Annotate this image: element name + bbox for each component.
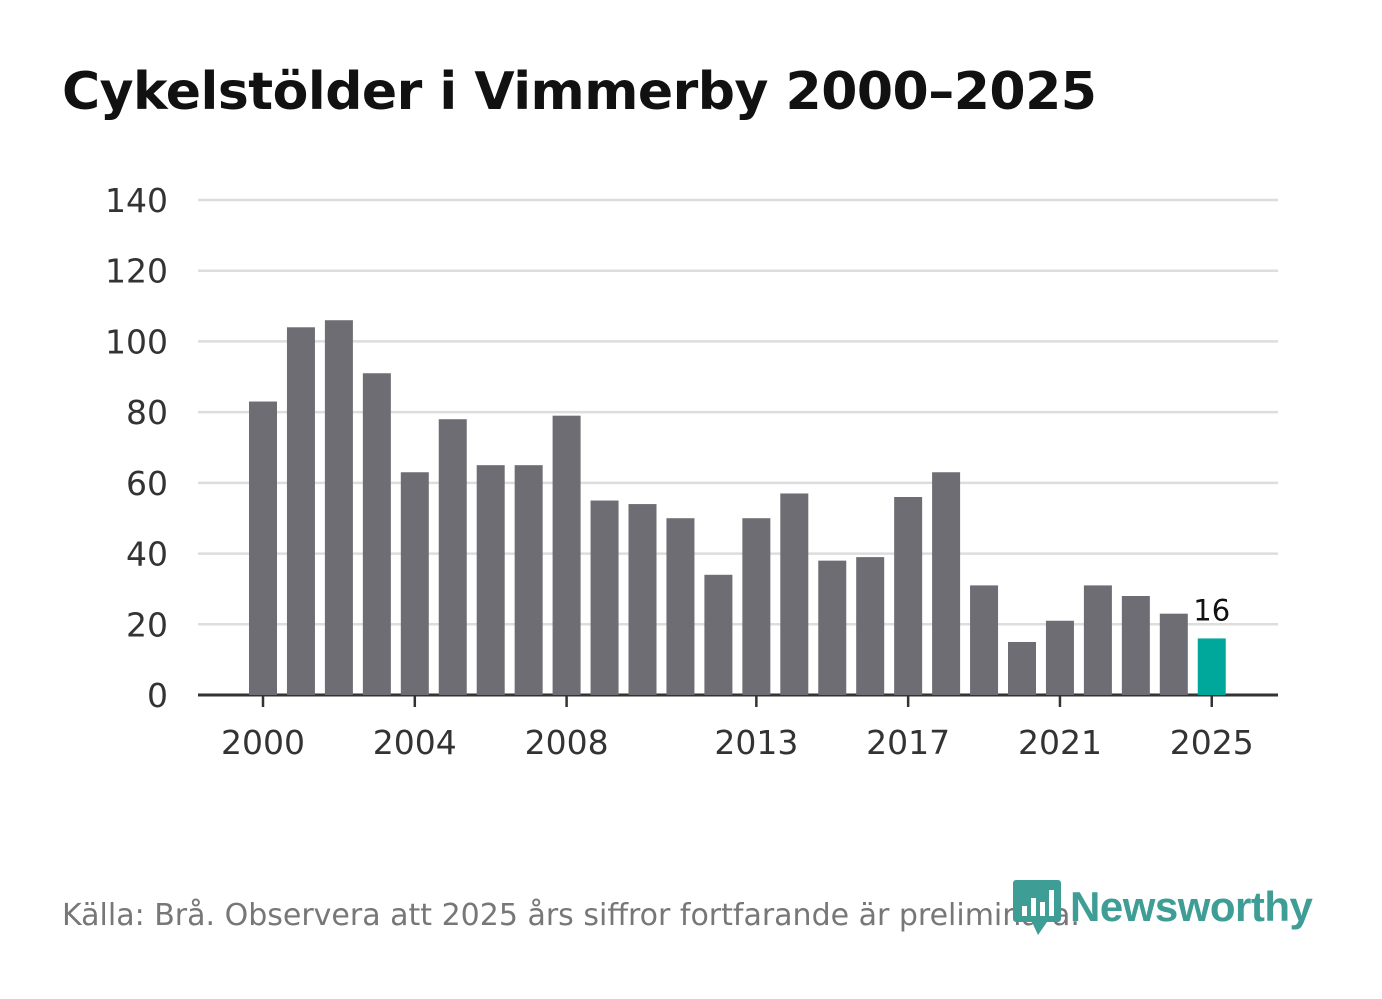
bar-2004 [400,472,429,695]
data-label-2025: 16 [1193,593,1230,627]
bar-2015 [818,560,847,695]
y-axis-labels: 0 20 40 60 80 100 120 140 [105,181,168,715]
x-tick-label: 2008 [525,723,609,762]
bar-2008 [552,415,581,695]
brand-name: Newsworthy [1070,883,1313,930]
bar-2001 [286,327,315,695]
y-tick-label: 60 [126,464,168,503]
bar-2012 [704,574,733,695]
bars [249,320,1226,695]
bar-2000 [249,401,277,695]
bar-chart-icon [1013,880,1061,935]
bar-2023 [1121,596,1150,695]
bar-2025 [1197,638,1226,695]
x-tick-label: 2013 [714,723,798,762]
bar-2009 [590,500,619,695]
x-tick-label: 2000 [221,723,305,762]
x-tick-label: 2017 [866,723,950,762]
bar-2002 [324,320,353,695]
bar-2019 [970,585,999,695]
y-tick-label: 100 [105,322,168,361]
y-tick-label: 0 [147,676,168,715]
x-tick-label: 2004 [373,723,457,762]
bar-2011 [666,518,695,695]
bar-2010 [628,504,657,695]
bar-2020 [1008,641,1036,695]
annotations: 16 [1193,593,1230,627]
y-tick-label: 120 [105,252,168,291]
bar-2006 [476,465,505,695]
bar-2018 [932,472,961,695]
gridlines [198,198,1278,697]
bar-2016 [856,557,885,695]
x-tick-label: 2025 [1170,723,1254,762]
x-tick-label: 2021 [1018,723,1102,762]
bar-2022 [1083,585,1112,695]
bar-2014 [780,493,809,695]
bar-2024 [1159,613,1188,695]
y-tick-label: 140 [105,181,168,220]
bar-2005 [438,419,467,695]
newsworthy-logo[interactable]: Newsworthy [1012,878,1313,936]
bar-2007 [514,465,543,695]
y-tick-label: 80 [126,393,168,432]
source-note: Källa: Brå. Observera att 2025 års siffr… [62,898,1080,933]
bar-2021 [1045,620,1074,695]
y-tick-label: 20 [126,605,168,644]
y-tick-label: 40 [126,535,168,574]
bar-2013 [742,518,771,695]
bar-2003 [362,373,391,695]
bar-2017 [894,497,923,695]
chart-title: Cykelstölder i Vimmerby 2000–2025 [62,62,1097,122]
x-axis-labels: 2000 2004 2008 2013 2017 2021 2025 [221,695,1254,762]
